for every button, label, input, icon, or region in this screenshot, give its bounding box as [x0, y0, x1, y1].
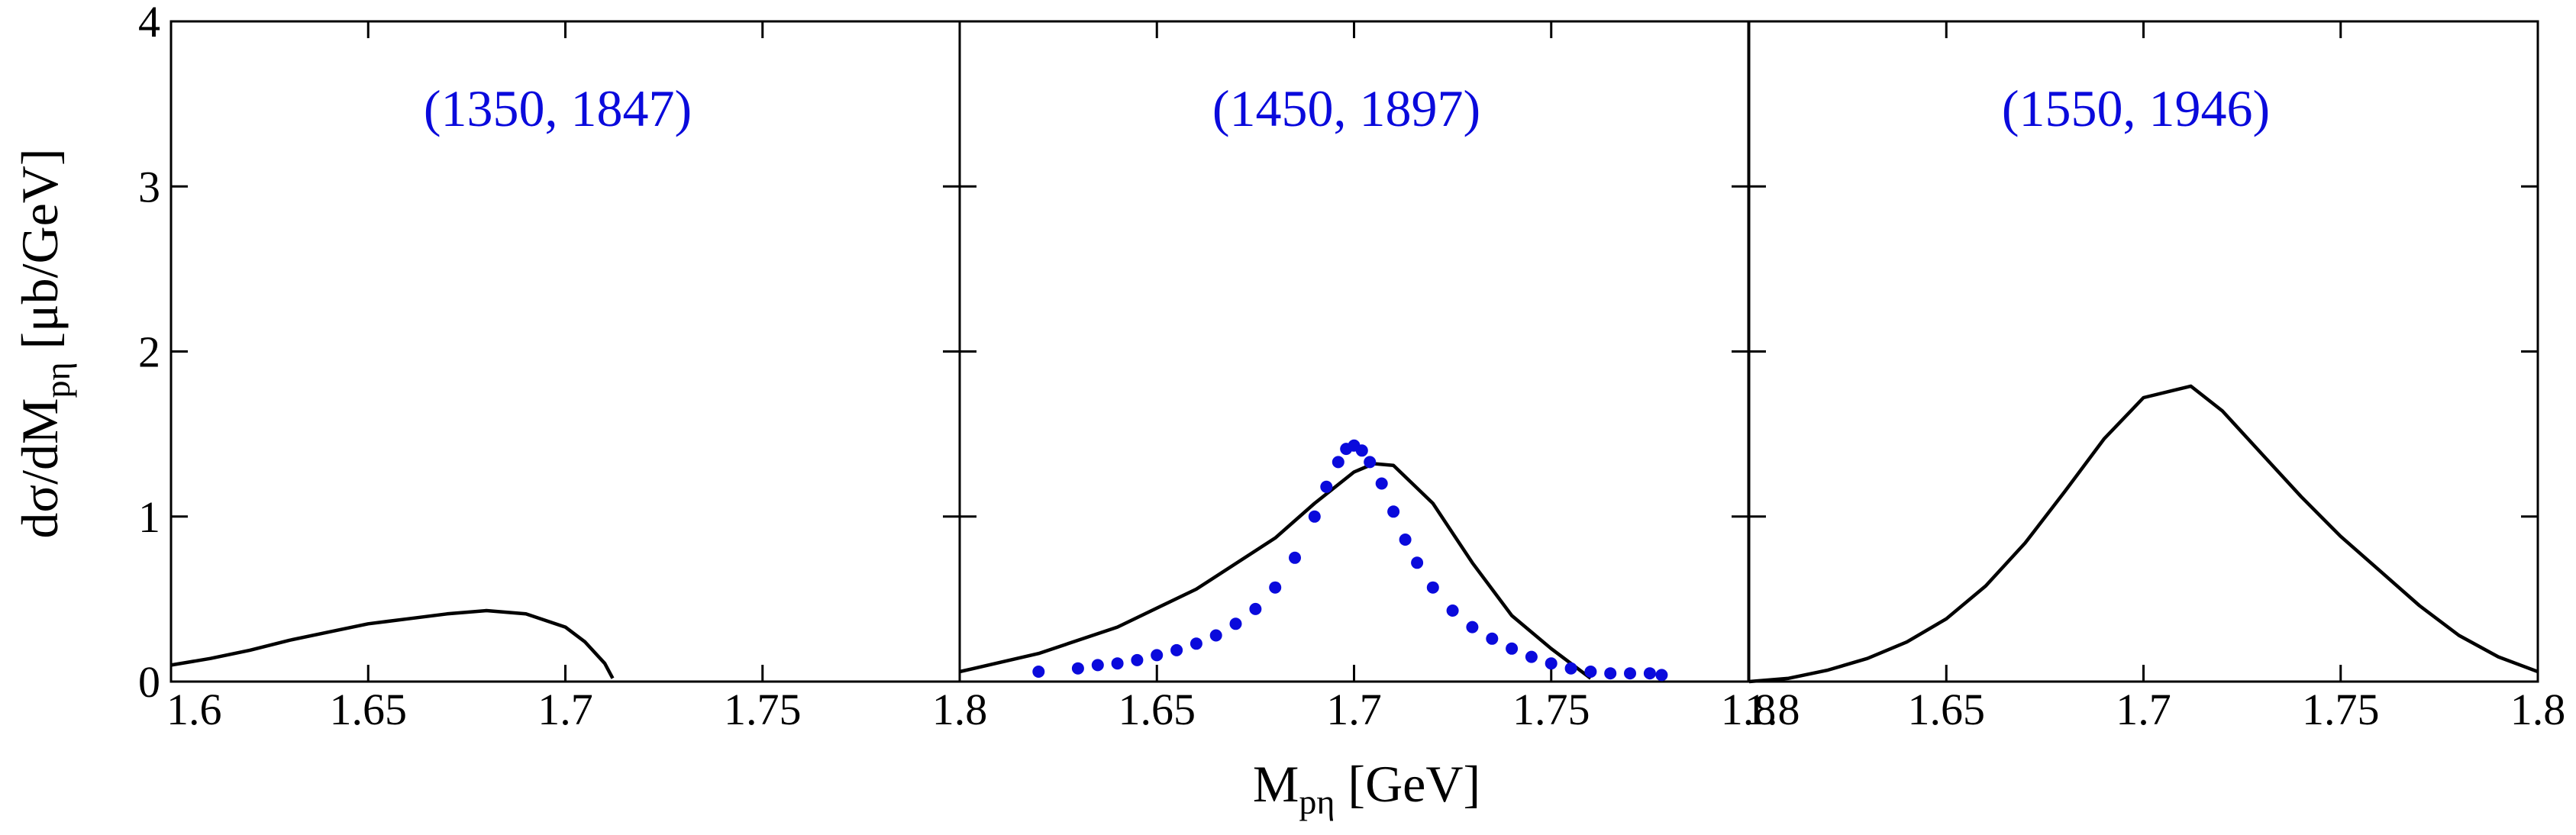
x-tick-label: 1.8	[932, 685, 988, 734]
panel-1: 0 1 2 3 4 1.6 1.65 1.7 1.75 1.8 (1350, 1847)	[138, 0, 987, 734]
data-point	[1229, 617, 1242, 630]
data-point	[1655, 669, 1668, 682]
data-point	[1426, 581, 1439, 594]
x-tick-label: 1.8	[2510, 685, 2566, 734]
data-point	[1320, 480, 1333, 493]
data-point	[1170, 643, 1183, 656]
x-tick-label: 1.7	[537, 685, 593, 734]
data-point	[1466, 621, 1479, 634]
data-point	[1387, 505, 1400, 518]
data-point	[1624, 667, 1636, 680]
data-point	[1209, 629, 1222, 642]
series-line	[959, 462, 1592, 680]
y-axis-title: dσ/dMpη [μb/GeV]	[11, 148, 77, 538]
y-tick-label: 4	[138, 0, 160, 47]
data-point	[1564, 662, 1577, 675]
y-axis-title-sub: pη	[38, 362, 77, 398]
panel-annotation: (1350, 1847)	[424, 79, 692, 137]
x-axis-title-main: M	[1253, 755, 1299, 813]
data-point	[1486, 632, 1499, 645]
data-point	[1269, 581, 1282, 594]
panel-annotation: (1450, 1897)	[1212, 79, 1480, 137]
data-point	[1525, 650, 1538, 663]
x-tick-label: 1.6	[166, 685, 222, 734]
panel-2: 1.65 1.7 1.75 1.8 (1450, 1897)	[958, 20, 1777, 734]
data-point	[1091, 659, 1104, 672]
data-point	[1604, 667, 1617, 680]
series-line	[170, 608, 615, 679]
data-point	[1332, 456, 1344, 469]
data-point	[1190, 637, 1202, 650]
x-tick-label: 1.65	[330, 685, 408, 734]
x-tick-label: 1.65	[1119, 685, 1196, 734]
data-point	[1375, 477, 1388, 490]
data-point	[1584, 666, 1597, 678]
panel-annotation: (1550, 1946)	[2002, 79, 2270, 137]
x-tick-label: 1.8	[1721, 685, 1777, 734]
data-point	[1308, 510, 1321, 523]
x-tick-label: 1.7	[1326, 685, 1382, 734]
data-point	[1446, 604, 1459, 617]
y-axis-title-unit: [μb/GeV]	[11, 148, 69, 362]
x-tick-label: 1.7	[2116, 685, 2171, 734]
x-tick-label: 1.75	[724, 685, 802, 734]
data-point	[1506, 642, 1519, 655]
data-point	[1545, 657, 1558, 670]
y-tick-label: 0	[138, 657, 160, 707]
x-axis-title-sub: pη	[1299, 782, 1335, 821]
x-tick-label: 1.75	[2302, 685, 2380, 734]
data-point	[1131, 653, 1144, 666]
series-line	[1748, 384, 2539, 684]
data-point	[1411, 556, 1424, 569]
data-point	[1364, 456, 1377, 469]
x-tick-label: 1.75	[1512, 685, 1590, 734]
data-point	[1071, 662, 1084, 675]
data-point	[1249, 602, 1262, 615]
data-point	[1111, 657, 1124, 670]
data-point	[1355, 444, 1368, 457]
data-point	[1032, 666, 1045, 678]
data-point	[1643, 667, 1656, 680]
y-tick-label: 1	[138, 492, 160, 542]
y-axis-title-main: dσ/dM	[11, 398, 69, 539]
data-point	[1289, 551, 1301, 564]
x-tick-label: 1.8	[1745, 685, 1800, 734]
x-tick-label: 1.65	[1908, 685, 1986, 734]
y-tick-label: 3	[138, 162, 160, 211]
data-point	[1399, 534, 1412, 546]
x-axis-title-unit: [GeV]	[1335, 755, 1480, 813]
x-axis-title: Mpη [GeV]	[1253, 755, 1480, 821]
y-tick-label: 2	[138, 327, 160, 377]
data-point	[1151, 649, 1164, 662]
panel-3: 1.8 1.65 1.7 1.75 1.8 (1550, 1946)	[1745, 20, 2566, 734]
